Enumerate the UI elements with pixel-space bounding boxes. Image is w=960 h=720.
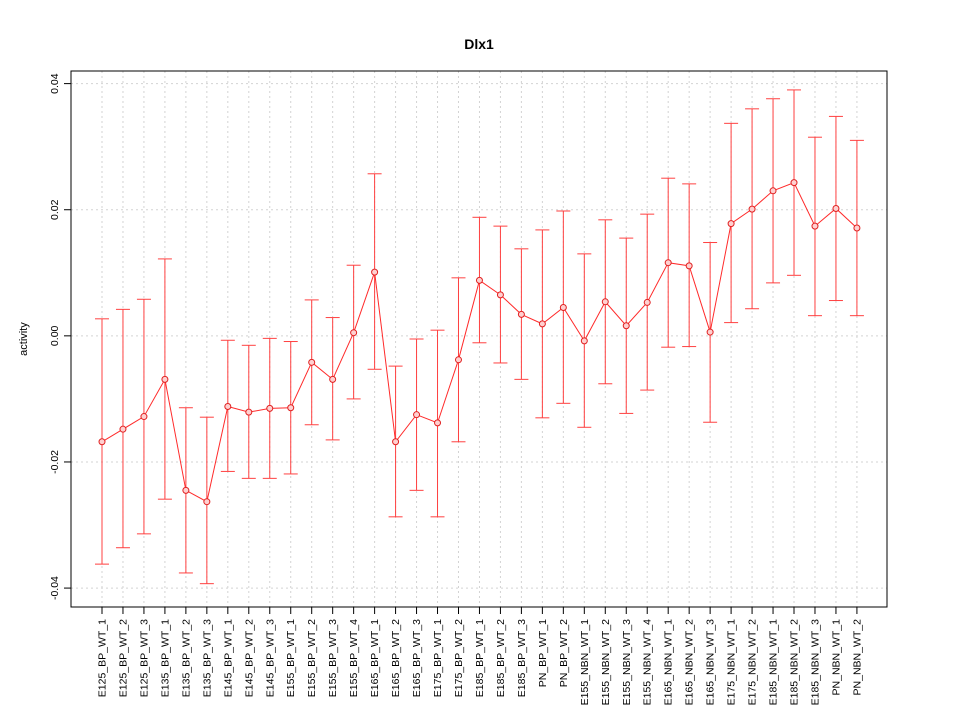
x-tick-label: E145_BP_WT_3 [264, 619, 276, 697]
data-point [685, 262, 693, 270]
x-tick-label: E185_NBN_WT_2 [789, 619, 801, 706]
x-tick-label: E155_BP_WT_3 [327, 619, 339, 697]
y-tick-label: -0.04 [49, 576, 61, 600]
x-tick-label: E155_NBN_WT_4 [642, 619, 654, 706]
data-point [371, 268, 379, 276]
data-point [580, 337, 588, 345]
grid-layer [71, 71, 887, 607]
data-point [706, 328, 714, 336]
x-tick-label: E145_BP_WT_1 [222, 619, 234, 697]
x-tick-label: E155_NBN_WT_2 [600, 619, 612, 706]
x-tick-label: PN_BP_WT_2 [558, 619, 570, 687]
x-tick-label: E165_NBN_WT_1 [663, 619, 675, 706]
x-tick-label: PN_BP_WT_1 [537, 619, 549, 687]
data-point [308, 358, 316, 366]
data-point [517, 310, 525, 318]
x-tick-label: E155_BP_WT_2 [306, 619, 318, 697]
x-tick-label: E135_BP_WT_3 [201, 619, 213, 697]
x-tick-label: PN_NBN_WT_2 [851, 619, 863, 696]
x-tick-label: E185_BP_WT_2 [495, 619, 507, 697]
data-point [161, 375, 169, 383]
data-point [853, 224, 861, 232]
data-point [811, 222, 819, 230]
x-tick-label: E155_NBN_WT_1 [579, 619, 591, 706]
data-point [140, 413, 148, 421]
data-points [98, 179, 861, 506]
data-point [727, 220, 735, 228]
data-point [182, 486, 190, 494]
x-tick-label: E165_BP_WT_3 [411, 619, 423, 697]
data-point [287, 404, 295, 412]
data-point [434, 419, 442, 427]
x-tick-label: E165_NBN_WT_3 [705, 619, 717, 706]
data-point [496, 291, 504, 299]
x-tick-label: PN_NBN_WT_1 [830, 619, 842, 696]
x-tick-label: E185_NBN_WT_3 [809, 619, 821, 706]
x-tick-label: E185_BP_WT_3 [516, 619, 528, 697]
data-point [832, 204, 840, 212]
data-point [454, 356, 462, 364]
data-point [245, 408, 253, 416]
x-tick-label: E175_BP_WT_2 [453, 619, 465, 697]
data-point [748, 205, 756, 213]
chart-title: Dlx1 [464, 36, 494, 52]
data-point [559, 303, 567, 311]
y-tick-label: -0.02 [49, 450, 61, 474]
data-point [350, 329, 358, 337]
y-axis: -0.04 -0.02 0.00 0.02 0.04 [49, 73, 71, 600]
data-point [392, 438, 400, 446]
y-tick-label: 0.00 [49, 325, 61, 346]
x-tick-label: E125_BP_WT_1 [97, 619, 109, 697]
x-tick-label: E185_NBN_WT_1 [768, 619, 780, 706]
data-point [643, 298, 651, 306]
x-tick-label: E155_BP_WT_4 [348, 619, 360, 697]
data-point [538, 320, 546, 328]
x-tick-label: E135_BP_WT_2 [180, 619, 192, 697]
x-tick-label: E175_BP_WT_1 [432, 619, 444, 697]
data-point [475, 276, 483, 284]
y-tick-label: 0.04 [49, 73, 61, 94]
data-point [266, 404, 274, 412]
x-tick-label: E175_NBN_WT_1 [726, 619, 738, 706]
data-point [790, 179, 798, 187]
x-tick-label: E175_NBN_WT_2 [747, 619, 759, 706]
y-tick-label: 0.02 [49, 199, 61, 220]
data-point [769, 187, 777, 195]
x-tick-label: E165_NBN_WT_2 [684, 619, 696, 706]
x-tick-label: E185_BP_WT_1 [474, 619, 486, 697]
data-point [329, 375, 337, 383]
data-point [98, 438, 106, 446]
data-point [664, 259, 672, 267]
y-axis-label: activity [18, 322, 30, 356]
data-point [601, 298, 609, 306]
x-tick-label: E155_NBN_WT_3 [621, 619, 633, 706]
x-tick-label: E125_BP_WT_2 [117, 619, 129, 697]
data-point [622, 322, 630, 330]
x-tick-label: E165_BP_WT_2 [390, 619, 402, 697]
x-tick-label: E125_BP_WT_3 [138, 619, 150, 697]
x-axis: E125_BP_WT_1 E125_BP_WT_2 E125_BP_WT_3 E135… [97, 607, 863, 706]
x-tick-label: E155_BP_WT_1 [285, 619, 297, 697]
data-point [203, 498, 211, 506]
x-tick-label: E165_BP_WT_1 [369, 619, 381, 697]
error-bars [95, 89, 864, 585]
data-point [224, 402, 232, 410]
x-tick-label: E135_BP_WT_1 [159, 619, 171, 697]
x-tick-label: E145_BP_WT_2 [243, 619, 255, 697]
data-point [413, 411, 421, 419]
data-point [119, 425, 127, 433]
